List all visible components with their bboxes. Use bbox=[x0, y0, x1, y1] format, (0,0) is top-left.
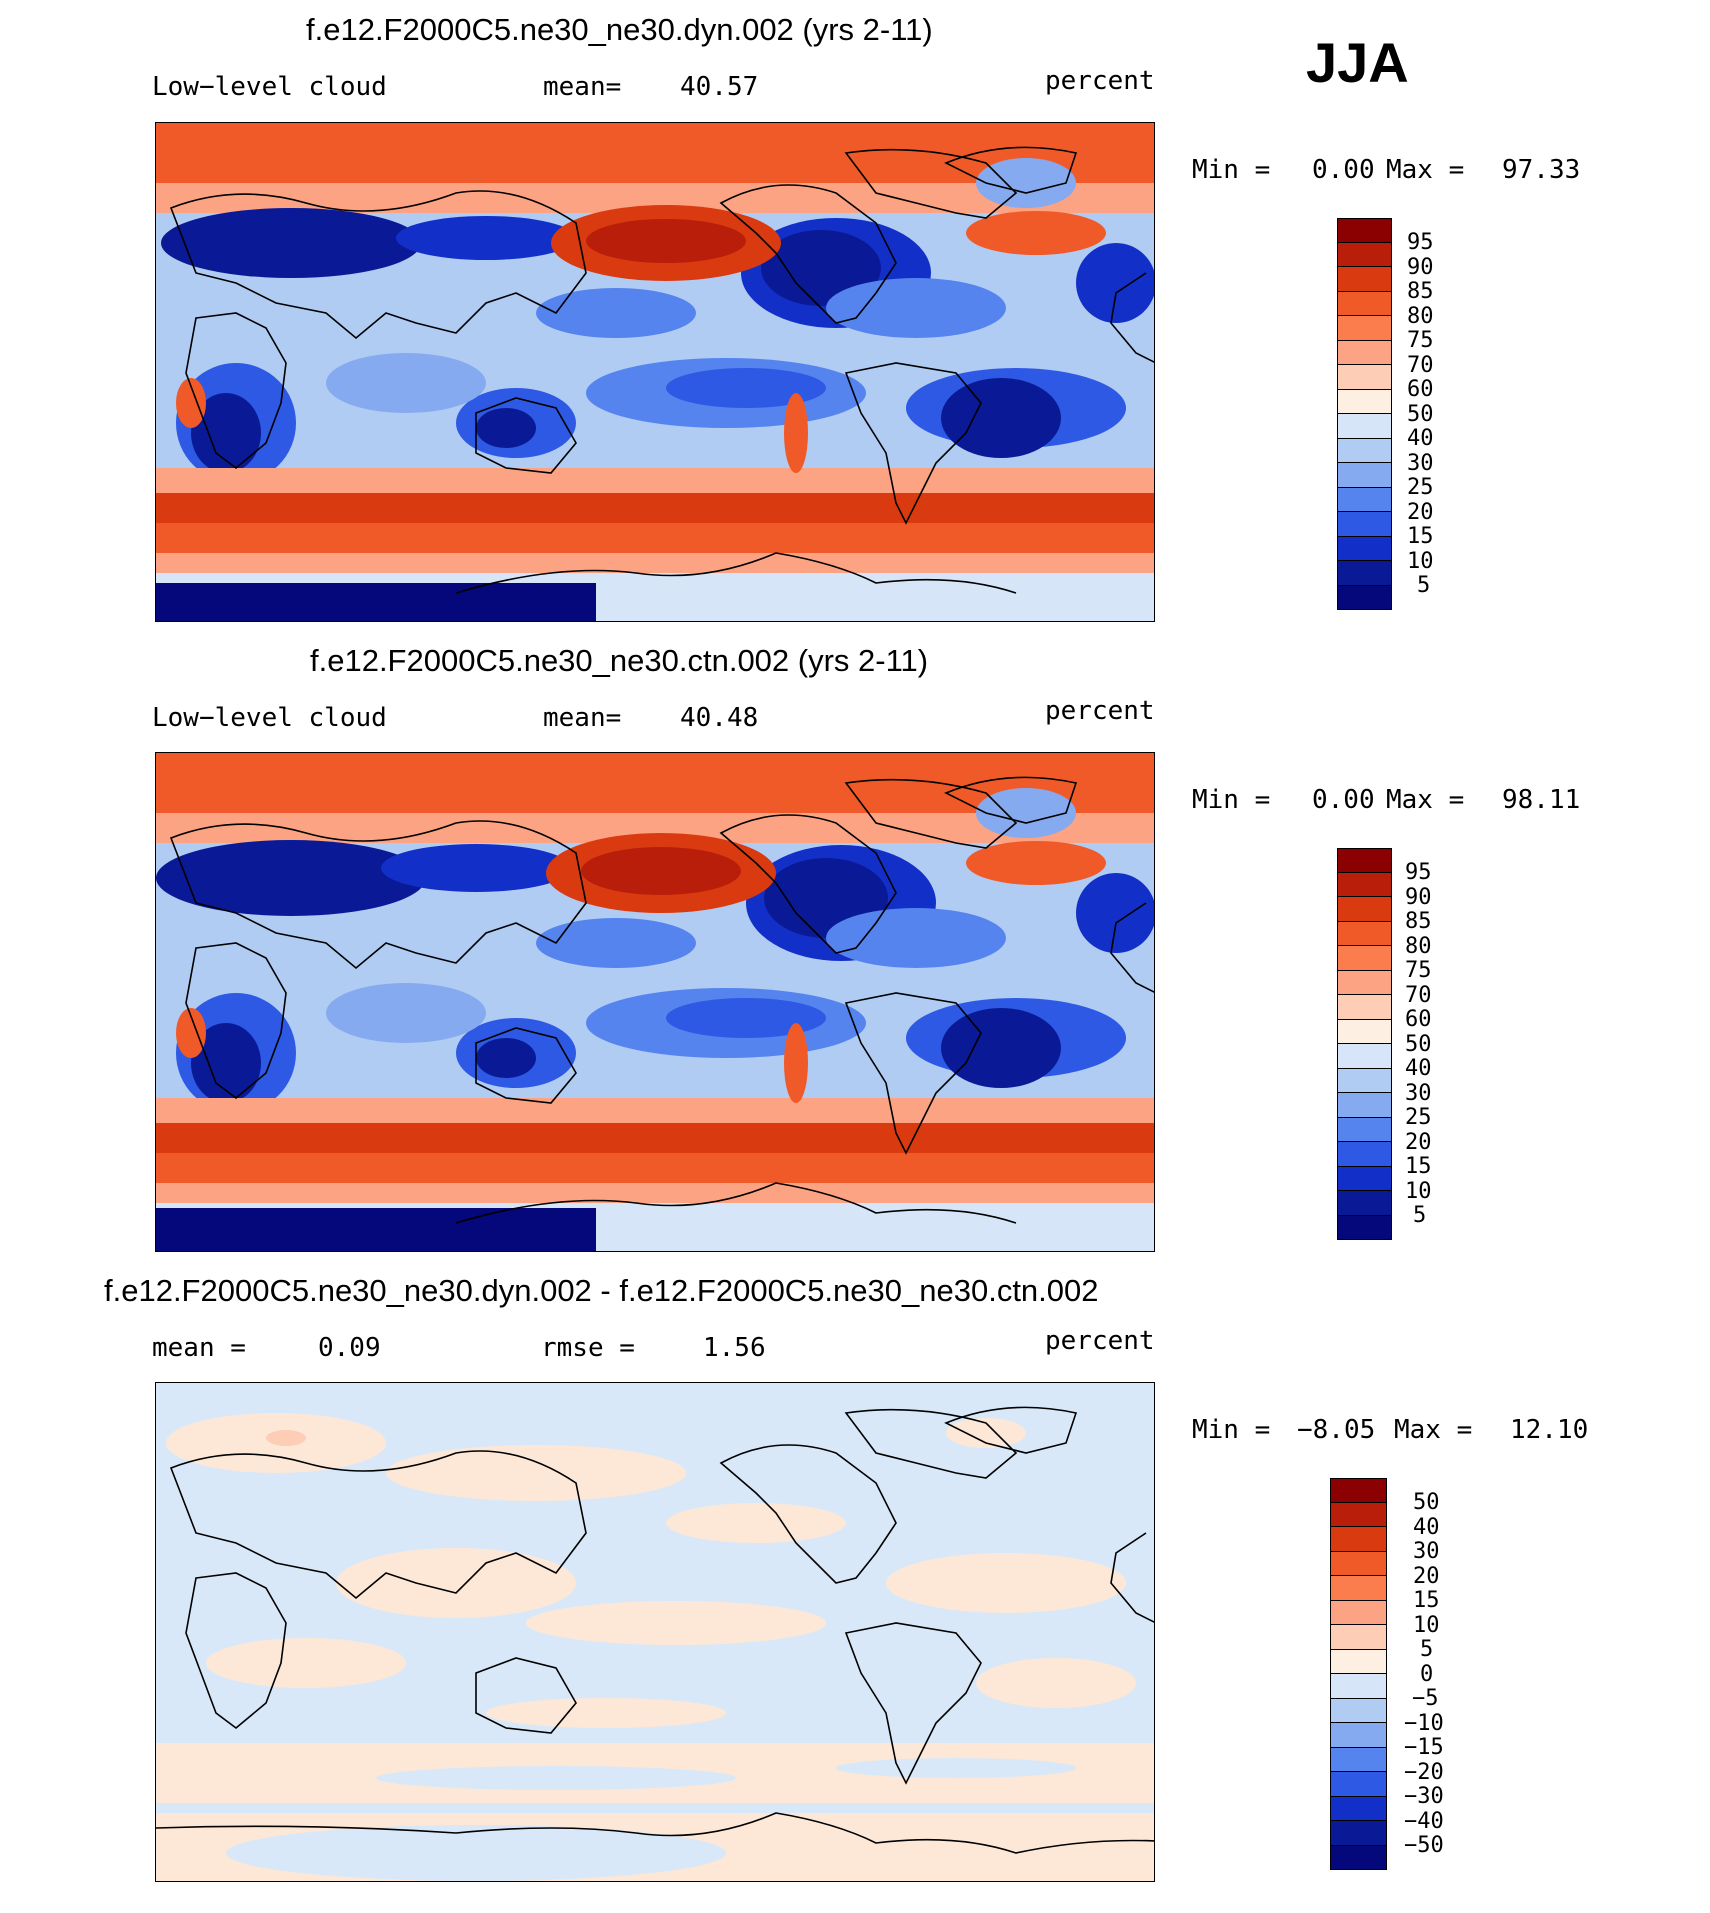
panel3-max-label: Max = bbox=[1394, 1415, 1473, 1445]
panel2-cb-label: 30 bbox=[1405, 1081, 1432, 1106]
panel2-min-label: Min = bbox=[1192, 785, 1271, 815]
panel2-variable-label: Low−level cloud bbox=[152, 703, 387, 733]
panel3-cb-label: −5 bbox=[1412, 1686, 1439, 1711]
panel3-max-value: 12.10 bbox=[1510, 1415, 1589, 1445]
panel2-max-value: 98.11 bbox=[1502, 785, 1581, 815]
panel3-title: f.e12.F2000C5.ne30_ne30.dyn.002 - f.e12.… bbox=[104, 1273, 1099, 1308]
panel2-cb-label: 50 bbox=[1405, 1032, 1432, 1057]
panel3-map bbox=[155, 1382, 1155, 1882]
panel3-colorbar bbox=[1330, 1478, 1387, 1870]
panel1-cb-label: 25 bbox=[1407, 475, 1434, 500]
panel2-cb-label: 15 bbox=[1405, 1154, 1432, 1179]
panel2-cb-label: 40 bbox=[1405, 1056, 1432, 1081]
panel2-max-label: Max = bbox=[1386, 785, 1465, 815]
panel1-cb-label: 30 bbox=[1407, 451, 1434, 476]
panel1-cb-label: 10 bbox=[1407, 549, 1434, 574]
panel3-units: percent bbox=[1045, 1326, 1155, 1356]
panel1-mean-value: 40.57 bbox=[680, 72, 759, 102]
panel1-colorbar bbox=[1337, 218, 1392, 610]
panel1-cb-label: 5 bbox=[1417, 573, 1431, 598]
panel2-mean-label: mean= bbox=[543, 703, 622, 733]
panel2-cb-label: 25 bbox=[1405, 1105, 1432, 1130]
panel3-colorbar-frame bbox=[1330, 1478, 1387, 1870]
panel3-cb-label: −40 bbox=[1404, 1809, 1444, 1834]
panel3-map-field bbox=[156, 1383, 1154, 1881]
panel3-cb-label: −50 bbox=[1404, 1833, 1444, 1858]
panel1-cb-label: 95 bbox=[1407, 230, 1434, 255]
panel1-units: percent bbox=[1045, 66, 1155, 96]
panel2-cb-label: 95 bbox=[1405, 860, 1432, 885]
panel3-cb-label: 5 bbox=[1420, 1637, 1434, 1662]
panel1-map-field bbox=[156, 123, 1154, 621]
panel1-cb-label: 40 bbox=[1407, 426, 1434, 451]
season-label: JJA bbox=[1306, 31, 1409, 94]
panel2-cb-label: 10 bbox=[1405, 1179, 1432, 1204]
panel2-mean-value: 40.48 bbox=[680, 703, 759, 733]
panel2-title: f.e12.F2000C5.ne30_ne30.ctn.002 (yrs 2-1… bbox=[310, 643, 929, 678]
panel2-min-value: 0.00 bbox=[1312, 785, 1375, 815]
panel1-cb-label: 20 bbox=[1407, 500, 1434, 525]
panel1-cb-label: 15 bbox=[1407, 524, 1434, 549]
panel2-cb-label: 80 bbox=[1405, 934, 1432, 959]
panel1-cb-label: 70 bbox=[1407, 353, 1434, 378]
panel3-cb-label: −20 bbox=[1404, 1760, 1444, 1785]
panel3-cb-label: 15 bbox=[1413, 1588, 1440, 1613]
panel3-rmse-value: 1.56 bbox=[703, 1333, 766, 1363]
panel3-cb-label: −15 bbox=[1404, 1735, 1444, 1760]
panel1-variable-label: Low−level cloud bbox=[152, 72, 387, 102]
panel2-cb-label: 75 bbox=[1405, 958, 1432, 983]
panel1-min-value: 0.00 bbox=[1312, 155, 1375, 185]
panel2-cb-label: 70 bbox=[1405, 983, 1432, 1008]
panel3-cb-label: −30 bbox=[1404, 1784, 1444, 1809]
panel1-colorbar-frame bbox=[1337, 218, 1392, 610]
panel3-cb-label: −10 bbox=[1404, 1711, 1444, 1736]
panel2-colorbar bbox=[1337, 848, 1392, 1240]
panel1-max-value: 97.33 bbox=[1502, 155, 1581, 185]
panel3-cb-label: 30 bbox=[1413, 1539, 1440, 1564]
panel1-map bbox=[155, 122, 1155, 622]
panel1-cb-label: 60 bbox=[1407, 377, 1434, 402]
panel3-mean-label: mean = bbox=[152, 1333, 246, 1363]
panel1-max-label: Max = bbox=[1386, 155, 1465, 185]
panel2-cb-label: 90 bbox=[1405, 885, 1432, 910]
panel3-min-value: −8.05 bbox=[1297, 1415, 1376, 1445]
panel1-cb-label: 75 bbox=[1407, 328, 1434, 353]
panel1-cb-label: 85 bbox=[1407, 279, 1434, 304]
panel3-rmse-label: rmse = bbox=[541, 1333, 635, 1363]
panel1-cb-label: 90 bbox=[1407, 255, 1434, 280]
panel3-cb-label: 50 bbox=[1413, 1490, 1440, 1515]
panel2-cb-label: 85 bbox=[1405, 909, 1432, 934]
panel3-min-label: Min = bbox=[1192, 1415, 1271, 1445]
panel3-cb-label: 20 bbox=[1413, 1564, 1440, 1589]
panel2-cb-label: 5 bbox=[1413, 1203, 1427, 1228]
panel1-min-label: Min = bbox=[1192, 155, 1271, 185]
panel2-map-field bbox=[156, 753, 1154, 1251]
panel3-cb-label: 40 bbox=[1413, 1515, 1440, 1540]
panel3-mean-value: 0.09 bbox=[318, 1333, 381, 1363]
panel2-units: percent bbox=[1045, 696, 1155, 726]
panel3-cb-label: 0 bbox=[1420, 1662, 1434, 1687]
panel2-map bbox=[155, 752, 1155, 1252]
panel1-cb-label: 50 bbox=[1407, 402, 1434, 427]
panel2-colorbar-frame bbox=[1337, 848, 1392, 1240]
panel3-cb-label: 10 bbox=[1413, 1613, 1440, 1638]
panel2-cb-label: 60 bbox=[1405, 1007, 1432, 1032]
panel1-mean-label: mean= bbox=[543, 72, 622, 102]
panel1-title: f.e12.F2000C5.ne30_ne30.dyn.002 (yrs 2-1… bbox=[306, 12, 933, 47]
panel2-cb-label: 20 bbox=[1405, 1130, 1432, 1155]
panel1-cb-label: 80 bbox=[1407, 304, 1434, 329]
